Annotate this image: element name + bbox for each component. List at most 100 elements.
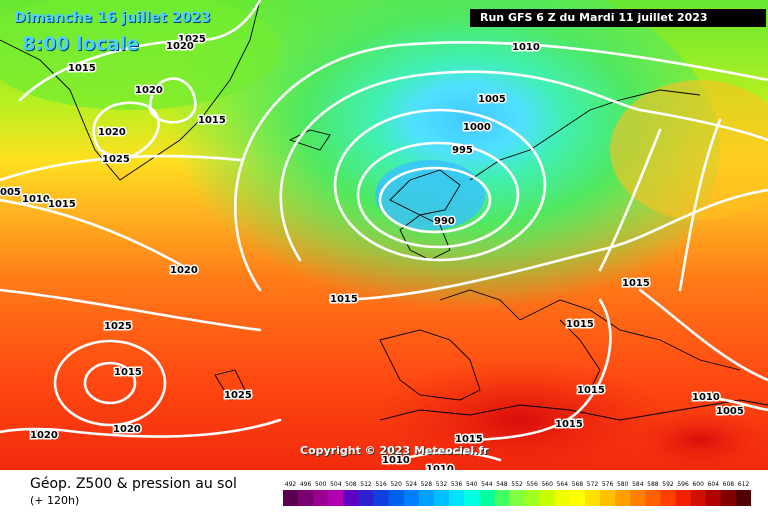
isobar-label: 1005 [478,94,506,105]
copyright: Copyright © 2023 Meteociel.fr [300,444,489,457]
forecast-date: Dimanche 16 juillet 2023 [14,10,211,26]
scale-swatch [615,490,631,506]
scale-label: 508 [345,481,357,488]
isobar-label: 1010 [426,464,454,470]
scale-label: 512 [360,481,372,488]
scale-label: 572 [587,481,599,488]
isobar-label: 1015 [566,319,594,330]
scale-label: 544 [481,481,493,488]
scale-swatch [690,490,706,506]
coastlines [0,0,768,421]
scale-swatch [705,490,722,506]
isobar-label: 1020 [170,265,198,276]
scale-swatch [494,490,510,506]
scale-label: 584 [632,481,644,488]
isobar-label: 1015 [455,434,483,445]
scale-label: 612 [738,481,750,488]
scale-label: 536 [451,481,463,488]
scale-label: 588 [647,481,659,488]
scale-swatch [569,490,586,506]
isobar-label: 1015 [48,199,76,210]
isobar-label: 1015 [68,63,96,74]
scale-label: 592 [662,481,674,488]
scale-swatch [464,490,480,506]
forecast-time: 8:00 locale [22,33,139,55]
scale-swatch [524,490,540,506]
scale-label: 548 [496,481,508,488]
isobar-label: 1015 [198,115,226,126]
scale-label: 564 [557,481,569,488]
scale-swatch [645,490,661,506]
scale-label: 496 [300,481,312,488]
scale-label: 580 [617,481,629,488]
isobars [0,0,768,460]
scale-label: 492 [285,481,297,488]
isobar-label: 990 [434,216,455,227]
scale-label: 560 [541,481,553,488]
scale-swatch [298,490,314,506]
legend-subtitle: (+ 120h) [30,494,80,507]
scale-label: 552 [511,481,523,488]
isobar-label: 1015 [622,278,650,289]
scale-label: 540 [466,481,478,488]
legend-title: Géop. Z500 & pression au sol [30,476,237,492]
scale-label: 516 [375,481,387,488]
scale-label: 596 [677,481,689,488]
isobar-label: 1025 [102,154,130,165]
scale-label: 604 [708,481,720,488]
scale-label: 556 [526,481,538,488]
scale-label: 528 [421,481,433,488]
scale-swatch [343,490,359,506]
isobar-label: 1000 [463,122,491,133]
scale-swatch [675,490,691,506]
scale-swatch [373,490,389,506]
isobar-label: 1010 [382,455,410,466]
isobar-label: 1015 [114,367,142,378]
isobar-label: 1025 [224,390,252,401]
scale-label: 600 [692,481,704,488]
scale-swatch [449,490,465,506]
color-scale: 492 496 500 504 508 512 516 520 524 528 532 536 540 5… [283,481,751,506]
scale-swatch [735,490,751,506]
scale-label: 520 [390,481,402,488]
scale-label: 568 [572,481,584,488]
isobar-labels: 1025 1020 1015 1020 1015 1020 1025 005 1… [0,33,745,471]
isobar-label: 1015 [577,385,605,396]
scale-swatch [539,490,555,506]
scale-swatch [554,490,571,506]
isobar-label: 1015 [330,294,358,305]
scale-label: 500 [315,481,327,488]
isobar-label: 1005 [716,406,744,417]
isobar-label: 1020 [135,85,163,96]
scale-swatch [283,490,299,506]
scale-swatch [584,490,601,506]
scale-swatch [479,490,495,506]
scale-swatch [509,490,525,506]
scale-swatch [313,490,329,506]
scale-label: 524 [406,481,418,488]
scale-swatch [660,490,676,506]
isobar-label: 1025 [178,34,206,45]
isobar-label: 005 [0,187,21,198]
isobar-label: 1025 [104,321,132,332]
isobar-label: 1020 [166,41,194,52]
scale-swatch [328,490,344,506]
scale-label: 504 [330,481,342,488]
scale-swatch [418,490,435,506]
isobar-label: 1010 [512,42,540,53]
isobar-label: 1010 [22,194,50,205]
isobar-label: 1010 [692,392,720,403]
isobar-label: 1020 [98,127,126,138]
scale-swatch [388,490,405,506]
isobar-label: 1020 [113,424,141,435]
scale-swatch [403,490,420,506]
weather-map: 1025 1020 1015 1020 1015 1020 1025 005 1… [0,0,768,470]
scale-label: 576 [602,481,614,488]
isobar-label: 1020 [30,430,58,441]
scale-swatch [358,490,374,506]
scale-label: 532 [436,481,448,488]
scale-swatch [600,490,616,506]
scale-swatch [720,490,737,506]
isobar-label: 1015 [555,419,583,430]
run-info: Run GFS 6 Z du Mardi 11 juillet 2023 [470,9,766,27]
